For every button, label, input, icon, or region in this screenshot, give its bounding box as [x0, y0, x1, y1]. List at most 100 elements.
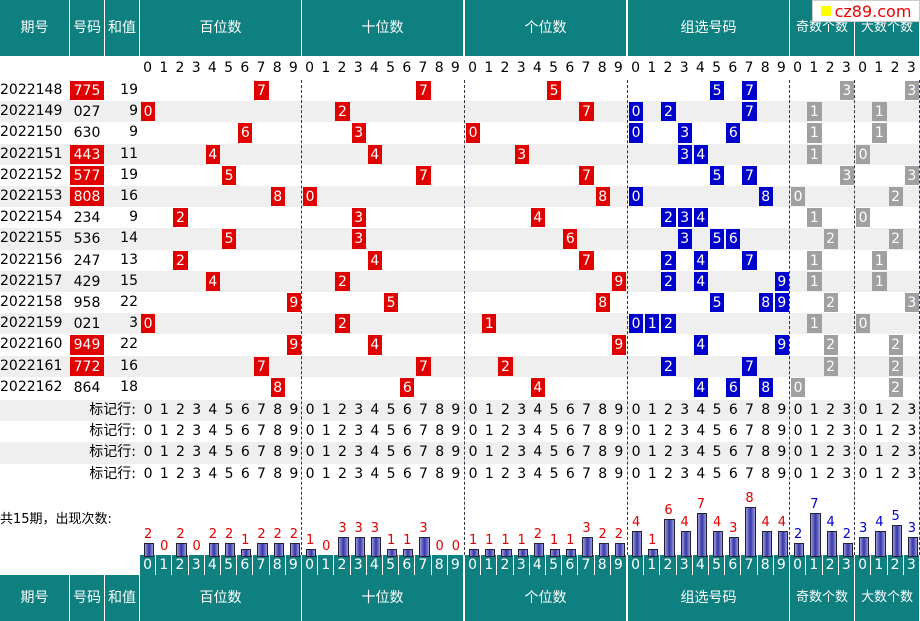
marker-digit[interactable]: 0 [631, 423, 641, 440]
marker-digit[interactable]: 0 [305, 423, 315, 440]
marker-digit[interactable]: 7 [419, 465, 428, 482]
marker-digit[interactable]: 2 [501, 423, 510, 440]
marker-digit[interactable]: 3 [354, 444, 364, 461]
marker-digit[interactable]: 9 [777, 423, 787, 440]
marker-digit[interactable]: 6 [565, 423, 575, 440]
marker-digit[interactable]: 0 [858, 465, 868, 482]
marker-digit[interactable]: 6 [240, 402, 250, 418]
marker-digit[interactable]: 7 [745, 444, 754, 461]
marker-digit[interactable]: 5 [549, 402, 559, 418]
marker-digit[interactable]: 0 [143, 402, 153, 418]
marker-digit[interactable]: 6 [728, 444, 738, 461]
marker-digit[interactable]: 2 [338, 423, 347, 440]
marker-digit[interactable]: 6 [240, 423, 250, 440]
marker-digit[interactable]: 2 [338, 444, 347, 461]
marker-digit[interactable]: 1 [321, 402, 331, 418]
marker-digit[interactable]: 7 [257, 423, 266, 440]
marker-digit[interactable]: 4 [533, 444, 543, 461]
marker-digit[interactable]: 7 [582, 465, 591, 482]
marker-digit[interactable]: 5 [712, 444, 722, 461]
marker-digit[interactable]: 5 [386, 444, 396, 461]
marker-digit[interactable]: 9 [777, 444, 787, 461]
marker-digit[interactable]: 3 [907, 423, 917, 440]
marker-digit[interactable]: 4 [533, 465, 543, 482]
marker-digit[interactable]: 9 [614, 444, 624, 461]
marker-digit[interactable]: 4 [696, 423, 706, 440]
marker-digit[interactable]: 1 [484, 465, 494, 482]
marker-digit[interactable]: 1 [647, 444, 657, 461]
marker-digit[interactable]: 0 [305, 402, 315, 418]
marker-digit[interactable]: 7 [745, 402, 754, 418]
marker-digit[interactable]: 1 [321, 423, 331, 440]
marker-digit[interactable]: 2 [501, 444, 510, 461]
marker-digit[interactable]: 1 [874, 444, 884, 461]
marker-digit[interactable]: 1 [874, 465, 884, 482]
marker-digit[interactable]: 8 [435, 423, 445, 440]
marker-digit[interactable]: 5 [224, 402, 234, 418]
marker-digit[interactable]: 3 [517, 465, 527, 482]
marker-digit[interactable]: 0 [793, 423, 803, 440]
marker-digit[interactable]: 2 [891, 402, 901, 418]
marker-digit[interactable]: 3 [680, 465, 690, 482]
marker-digit[interactable]: 8 [435, 444, 445, 461]
marker-digit[interactable]: 2 [826, 465, 836, 482]
marker-digit[interactable]: 4 [533, 402, 543, 418]
marker-digit[interactable]: 3 [192, 423, 202, 440]
marker-digit[interactable]: 5 [386, 402, 396, 418]
marker-digit[interactable]: 8 [761, 465, 771, 482]
marker-digit[interactable]: 3 [192, 402, 202, 418]
marker-digit[interactable]: 6 [402, 465, 412, 482]
marker-digit[interactable]: 5 [549, 465, 559, 482]
marker-digit[interactable]: 2 [338, 402, 347, 418]
marker-digit[interactable]: 0 [631, 444, 641, 461]
marker-digit[interactable]: 5 [549, 423, 559, 440]
marker-digit[interactable]: 4 [208, 444, 218, 461]
marker-digit[interactable]: 5 [224, 465, 234, 482]
marker-digit[interactable]: 0 [143, 465, 153, 482]
marker-digit[interactable]: 0 [793, 402, 803, 418]
marker-digit[interactable]: 0 [631, 465, 641, 482]
marker-digit[interactable]: 9 [451, 423, 461, 440]
marker-digit[interactable]: 9 [614, 465, 624, 482]
marker-digit[interactable]: 3 [842, 402, 852, 418]
marker-digit[interactable]: 7 [419, 444, 428, 461]
marker-digit[interactable]: 1 [159, 402, 169, 418]
marker-digit[interactable]: 5 [712, 402, 722, 418]
marker-digit[interactable]: 8 [273, 444, 283, 461]
marker-digit[interactable]: 9 [777, 402, 787, 418]
marker-digit[interactable]: 2 [664, 402, 673, 418]
marker-digit[interactable]: 6 [402, 402, 412, 418]
marker-digit[interactable]: 7 [745, 423, 754, 440]
marker-digit[interactable]: 3 [354, 465, 364, 482]
marker-digit[interactable]: 7 [419, 402, 428, 418]
marker-digit[interactable]: 3 [192, 444, 202, 461]
marker-digit[interactable]: 6 [402, 444, 412, 461]
marker-digit[interactable]: 4 [370, 423, 380, 440]
marker-digit[interactable]: 8 [273, 402, 283, 418]
site-logo[interactable]: cz89.com [812, 0, 920, 22]
marker-digit[interactable]: 9 [451, 444, 461, 461]
marker-digit[interactable]: 2 [826, 423, 836, 440]
marker-digit[interactable]: 8 [273, 423, 283, 440]
marker-digit[interactable]: 0 [858, 402, 868, 418]
marker-digit[interactable]: 5 [224, 423, 234, 440]
marker-digit[interactable]: 2 [664, 423, 673, 440]
marker-digit[interactable]: 1 [809, 423, 819, 440]
marker-digit[interactable]: 9 [614, 423, 624, 440]
marker-digit[interactable]: 3 [680, 423, 690, 440]
marker-digit[interactable]: 1 [647, 402, 657, 418]
marker-digit[interactable]: 3 [517, 402, 527, 418]
marker-digit[interactable]: 2 [891, 444, 901, 461]
marker-digit[interactable]: 9 [451, 465, 461, 482]
marker-digit[interactable]: 5 [712, 423, 722, 440]
marker-digit[interactable]: 7 [257, 402, 266, 418]
marker-digit[interactable]: 8 [761, 444, 771, 461]
marker-digit[interactable]: 6 [402, 423, 412, 440]
marker-digit[interactable]: 2 [501, 465, 510, 482]
marker-digit[interactable]: 0 [143, 423, 153, 440]
marker-digit[interactable]: 7 [257, 465, 266, 482]
marker-digit[interactable]: 0 [793, 444, 803, 461]
marker-digit[interactable]: 6 [728, 465, 738, 482]
marker-digit[interactable]: 3 [842, 465, 852, 482]
marker-digit[interactable]: 5 [712, 465, 722, 482]
